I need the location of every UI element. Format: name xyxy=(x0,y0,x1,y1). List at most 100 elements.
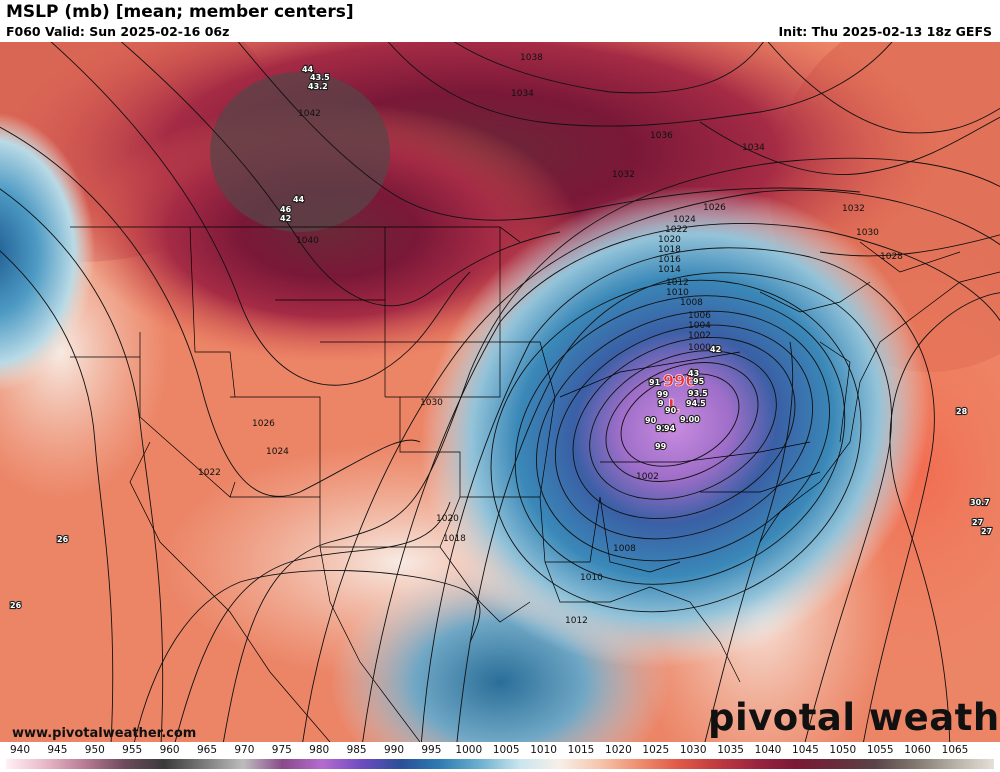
member-center: 30.7 xyxy=(970,498,990,507)
low-center: 996 L xyxy=(663,371,697,418)
member-center: 94 xyxy=(664,424,676,433)
contour-label: 1042 xyxy=(298,109,321,119)
contour-label: 1026 xyxy=(703,203,726,213)
scale-tick-label: 940 xyxy=(9,744,31,756)
scale-tick-label: 1000 xyxy=(455,744,483,756)
contour-label-layer: 1038 1034 1042 1040 1036 1032 1034 1032 … xyxy=(198,53,903,626)
contour-label: 1040 xyxy=(296,236,319,246)
scale-tick-label: 985 xyxy=(346,744,367,756)
contour-label: 1008 xyxy=(613,544,636,554)
contour-label: 1002 xyxy=(636,472,659,482)
contour-label: 1024 xyxy=(673,215,696,225)
member-center: 99 xyxy=(655,442,667,451)
contour-label: 1022 xyxy=(198,468,221,478)
contour-label: 1036 xyxy=(650,131,673,141)
member-center: 92 xyxy=(656,424,667,433)
member-center: 90 xyxy=(665,406,677,415)
contour-label: 1012 xyxy=(666,278,689,288)
contour-label: 1032 xyxy=(842,204,865,214)
scale-tick-label: 1040 xyxy=(754,744,782,756)
contour-label: 1018 xyxy=(658,245,681,255)
scale-tick-label: 1060 xyxy=(904,744,931,756)
contour-label: 1022 xyxy=(665,225,688,235)
contour-label: 1038 xyxy=(520,53,543,63)
contour-label: 1008 xyxy=(680,298,703,308)
scale-bar xyxy=(6,759,994,769)
contour-label: 1020 xyxy=(436,514,459,524)
scale-tick-label: 1055 xyxy=(866,744,894,756)
contour-label: 1034 xyxy=(511,89,534,99)
member-center: 26 xyxy=(10,601,22,610)
member-center: 26 xyxy=(57,535,69,544)
scale-tick-label: 1065 xyxy=(941,744,969,756)
chart-title: MSLP (mb) [mean; member centers] xyxy=(6,2,354,22)
scale-tick-label: 1020 xyxy=(605,744,632,756)
member-center: 43 xyxy=(688,369,699,378)
contour-label: 1014 xyxy=(658,265,681,275)
border-lines xyxy=(70,226,1000,742)
header: MSLP (mb) [mean; member centers] F060 Va… xyxy=(0,0,1000,42)
low-center-pressure: 996 xyxy=(663,371,696,390)
scale-tick-label: 960 xyxy=(159,744,180,756)
brand-logo: pivotal weather xyxy=(708,696,1000,739)
scale-tick-label: 1025 xyxy=(642,744,670,756)
scale-tick-label: 1050 xyxy=(829,744,857,756)
member-center: 46 xyxy=(280,205,292,214)
init-time: Init: Thu 2025-02-13 18z GEFS xyxy=(778,24,992,39)
scale-tick-label: 970 xyxy=(234,744,255,756)
contour-label: 1018 xyxy=(443,534,466,544)
contour-label: 1010 xyxy=(666,288,689,298)
member-center: 95 xyxy=(693,377,705,386)
scale-tick-label: 1015 xyxy=(567,744,595,756)
scale-tick-label: 1005 xyxy=(492,744,520,756)
member-center: 42 xyxy=(280,214,291,223)
member-center: 27 xyxy=(981,527,992,536)
scale-tick-label: 975 xyxy=(271,744,292,756)
contour-label: 1000 xyxy=(688,343,711,353)
member-center-layer: 44 43.5 43.2 44 46 42 42 43 95 91 99 90 … xyxy=(9,64,993,611)
isobar-lines xyxy=(0,42,1000,742)
site-url: www.pivotalweather.com xyxy=(12,726,197,741)
member-center: 93.5 xyxy=(688,389,708,398)
scale-tick-label: 950 xyxy=(84,744,105,756)
member-center: 27 xyxy=(972,518,983,527)
scale-tick-label: 1045 xyxy=(792,744,819,756)
scale-tick-label: 980 xyxy=(309,744,330,756)
member-center: 94.5 xyxy=(686,399,706,408)
contour-label: 1012 xyxy=(565,616,588,626)
member-center: 9.00 xyxy=(680,415,700,424)
member-center: 43.2 xyxy=(308,82,328,91)
scale-tick-label: 1010 xyxy=(530,744,557,756)
mslp-map: 1038 1034 1042 1040 1036 1032 1034 1032 … xyxy=(0,42,1000,742)
contour-label: 1030 xyxy=(420,398,443,408)
contour-label: 1026 xyxy=(252,419,275,429)
contour-label: 1030 xyxy=(856,228,879,238)
scale-ticks: 940 945 950 955 960 965 970 975 980 985 990 995 1000… xyxy=(0,744,1000,757)
scale-tick-label: 945 xyxy=(47,744,68,756)
contour-label: 1016 xyxy=(658,255,681,265)
low-center-marker: L xyxy=(668,396,679,417)
contour-label: 1006 xyxy=(688,311,711,321)
map-svg: 1038 1034 1042 1040 1036 1032 1034 1032 … xyxy=(0,42,1000,742)
member-center: 99 xyxy=(657,390,669,399)
scale-tick-label: 990 xyxy=(383,744,405,756)
member-center: 44 xyxy=(302,65,314,74)
member-center: 91 xyxy=(649,378,661,387)
contour-label: 1010 xyxy=(580,573,603,583)
contour-label: 1024 xyxy=(266,447,289,457)
contour-label: 1028 xyxy=(880,252,903,262)
member-center: 42 xyxy=(710,345,721,354)
contour-label: 1020 xyxy=(658,235,681,245)
member-center: 44 xyxy=(293,195,305,204)
valid-time: F060 Valid: Sun 2025-02-16 06z xyxy=(6,24,230,39)
contour-label: 1004 xyxy=(688,321,711,331)
scale-tick-label: 965 xyxy=(196,744,218,756)
scale-tick-label: 955 xyxy=(122,744,143,756)
scale-tick-label: 1035 xyxy=(717,744,744,756)
member-center: 90 xyxy=(645,416,657,425)
contour-label: 1032 xyxy=(612,170,635,180)
contour-label: 1034 xyxy=(742,143,765,153)
member-center: 9 xyxy=(658,399,664,408)
scale-tick-label: 1030 xyxy=(679,744,707,756)
scale-tick-label: 995 xyxy=(421,744,442,756)
